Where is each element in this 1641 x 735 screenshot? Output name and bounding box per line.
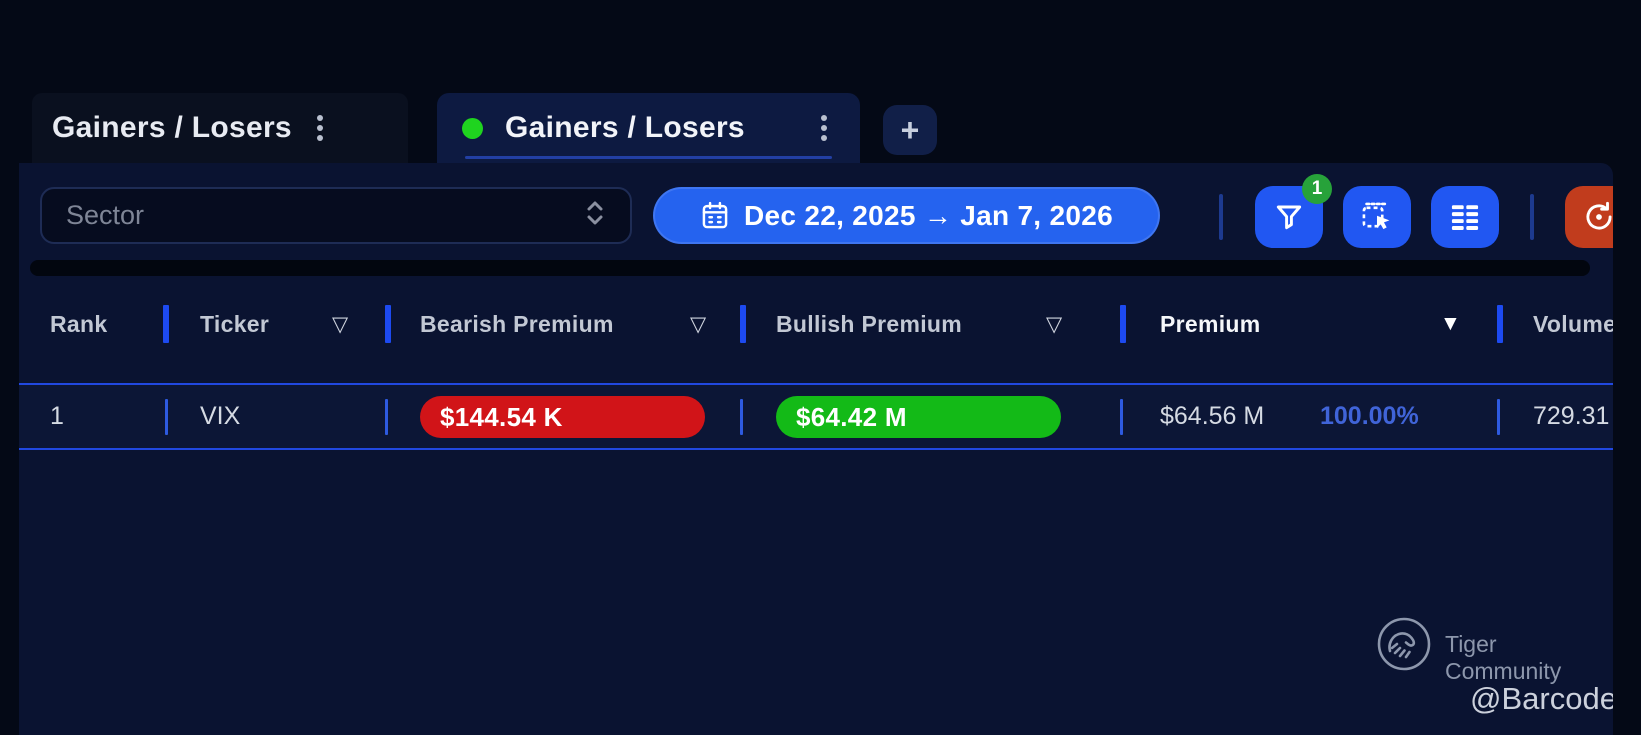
tab-label: Gainers / Losers — [505, 111, 745, 144]
sector-select[interactable]: Sector — [40, 187, 632, 244]
toolbar-divider — [1530, 194, 1534, 240]
live-status-dot-icon — [462, 117, 483, 139]
row-separator — [1120, 399, 1123, 435]
row-separator — [165, 399, 168, 435]
tab-gainers-losers-inactive[interactable]: Gainers / Losers — [32, 93, 408, 163]
row-separator — [385, 399, 388, 435]
horizontal-scrollbar[interactable] — [30, 260, 1590, 276]
kebab-menu-icon[interactable] — [820, 113, 828, 143]
column-separator — [385, 305, 391, 343]
funnel-icon — [1273, 201, 1305, 233]
toolbar-divider — [1219, 194, 1223, 240]
table-row[interactable]: 1 VIX $144.54 K $64.42 M $64.56 M 100.00… — [19, 383, 1613, 450]
column-header-premium[interactable]: Premium — [1160, 310, 1261, 337]
watermark-handle: @Barcode — [1470, 681, 1613, 716]
gainers-losers-panel: Sector Dec 22, 2025 → Jan 7, 2026 1 — [19, 163, 1613, 735]
add-tab-button[interactable]: + — [883, 105, 937, 155]
ticker-value: VIX — [200, 402, 241, 430]
select-cursor-icon — [1360, 200, 1394, 234]
premium-value: $64.56 M — [1160, 402, 1265, 430]
columns-layout-button[interactable] — [1431, 186, 1499, 248]
row-separator — [1497, 399, 1500, 435]
chevron-updown-icon — [584, 196, 606, 235]
sort-icon-bullish[interactable]: ▽ — [1046, 312, 1063, 336]
column-separator — [163, 305, 169, 343]
history-refresh-icon — [1582, 200, 1613, 234]
date-range-button[interactable]: Dec 22, 2025 → Jan 7, 2026 — [653, 187, 1160, 244]
column-separator — [1120, 305, 1126, 343]
sort-icon-bearish[interactable]: ▽ — [690, 312, 707, 336]
filter-count-badge: 1 — [1302, 174, 1332, 204]
premium-percent-value: 100.00% — [1320, 402, 1419, 430]
column-header-volume[interactable]: Volume — [1533, 310, 1613, 337]
tab-label: Gainers / Losers — [52, 111, 292, 144]
tab-gainers-losers-active[interactable]: Gainers / Losers — [437, 93, 860, 163]
columns-icon — [1448, 201, 1482, 233]
row-separator — [740, 399, 743, 435]
bearish-premium-pill: $144.54 K — [420, 396, 705, 438]
rank-value: 1 — [50, 402, 64, 430]
bullish-premium-pill: $64.42 M — [776, 396, 1061, 438]
column-header-rank[interactable]: Rank — [50, 310, 108, 337]
sort-icon-premium-desc[interactable]: ▼ — [1440, 312, 1461, 335]
kebab-menu-icon[interactable] — [316, 113, 324, 143]
watermark-brand: Tiger Community — [1445, 631, 1562, 684]
column-header-bullish-premium[interactable]: Bullish Premium — [776, 310, 962, 337]
filter-button[interactable]: 1 — [1255, 174, 1332, 248]
column-separator — [740, 305, 746, 343]
date-range-label: Dec 22, 2025 → Jan 7, 2026 — [744, 199, 1113, 231]
sort-icon-ticker[interactable]: ▽ — [332, 312, 349, 336]
tab-bar: Gainers / Losers Gainers / Losers + — [0, 93, 1641, 163]
multi-select-button[interactable] — [1343, 186, 1411, 248]
table-header: Rank Ticker ▽ Bearish Premium ▽ Bullish … — [19, 279, 1613, 369]
sector-placeholder: Sector — [66, 200, 145, 230]
column-header-ticker[interactable]: Ticker — [200, 310, 270, 337]
refresh-button[interactable] — [1565, 186, 1613, 248]
tiger-community-logo-icon — [1375, 615, 1433, 678]
volume-value: 729.31 — [1533, 402, 1610, 430]
column-separator — [1497, 305, 1503, 343]
active-tab-underline — [465, 156, 832, 159]
column-header-bearish-premium[interactable]: Bearish Premium — [420, 310, 614, 337]
calendar-icon — [700, 200, 730, 232]
